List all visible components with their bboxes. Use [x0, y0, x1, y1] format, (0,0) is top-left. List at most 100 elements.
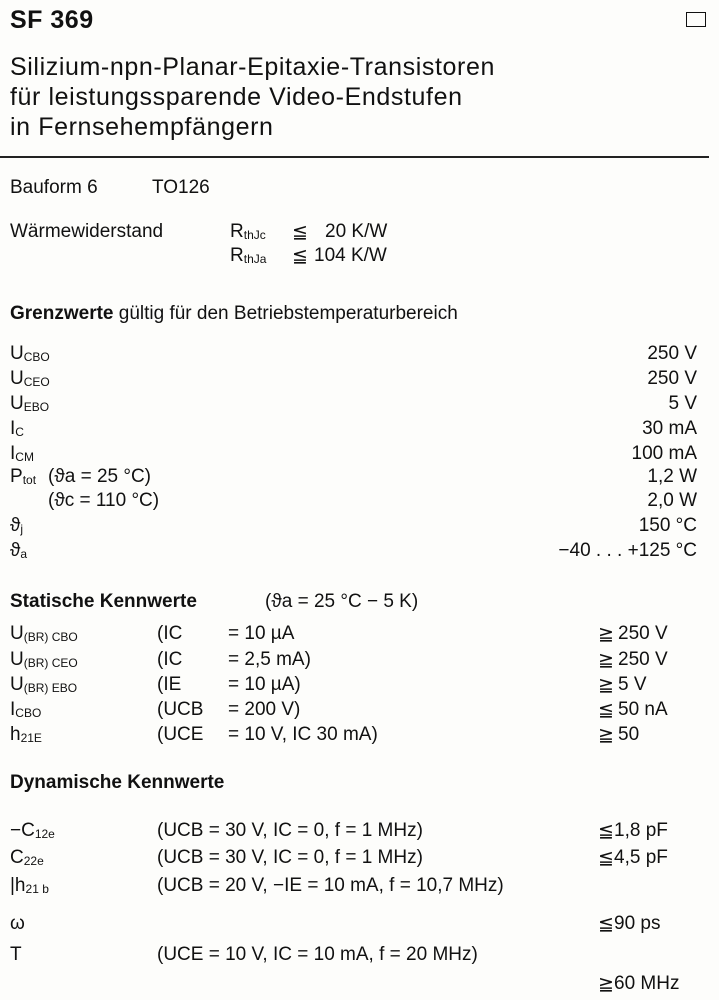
symbol-subscript: j	[20, 522, 24, 536]
value: 100 mA	[631, 443, 697, 464]
limits-row: Ptot (ϑa = 25 °C) 1,2 W	[0, 466, 719, 490]
rthja-symbol-subscript: thJa	[243, 252, 267, 266]
symbol-main: I	[10, 699, 16, 720]
value: 1,8 pF	[614, 820, 668, 841]
symbol: ϑj	[10, 515, 23, 537]
value: 50 nA	[618, 699, 668, 720]
value: 50	[618, 724, 640, 745]
dynamic-heading: Dynamische Kennwerte	[10, 772, 225, 793]
cond: (UCE = 10 V, IC = 10 mA, f = 20 MHz)	[157, 944, 478, 965]
symbol-subscript: CBO	[23, 350, 50, 364]
symbol-subscript: 21 b	[25, 882, 49, 896]
subtitle-line-1: Silizium-npn-Planar-Epitaxie-Transistore…	[10, 53, 495, 81]
value: 2,0 W	[647, 490, 697, 511]
rthjc-symbol-subscript: thJc	[243, 228, 266, 242]
subtitle-line-3: in Fernsehempfängern	[10, 113, 274, 141]
limits-row: IC 30 mA	[0, 418, 719, 442]
limits-row: UCEO 250 V	[0, 368, 719, 392]
limits-row: ICM 100 mA	[0, 443, 719, 467]
symbol-subscript: 21E	[20, 731, 42, 745]
symbol-main: U	[10, 674, 24, 695]
rel: ≦	[598, 848, 614, 869]
rel: ≧	[598, 675, 614, 696]
symbol-subscript: C	[15, 425, 24, 439]
symbol-main: ϑ	[10, 515, 21, 536]
limits-row: (ϑc = 110 °C) 2,0 W	[0, 490, 719, 514]
limits-row: ϑj 150 °C	[0, 515, 719, 539]
rel: ≦	[598, 700, 614, 721]
symbol: U(BR) CEO	[10, 649, 78, 671]
value: 250 V	[647, 343, 697, 364]
symbol-subscript: a	[20, 547, 28, 561]
rel: ≧	[598, 725, 614, 746]
rthja-value: 104 K/W	[314, 245, 387, 266]
checkbox-square-icon	[686, 12, 706, 27]
limits-row: UEBO 5 V	[0, 393, 719, 417]
symbol: −C12e	[10, 820, 55, 842]
symbol-main: |h	[10, 875, 26, 896]
dynamic-row: |h21 b (UCB = 20 V, −IE = 10 mA, f = 10,7…	[0, 875, 719, 899]
rthja-relation: ≦	[292, 246, 308, 267]
symbol-main: I	[10, 418, 16, 439]
symbol-main: U	[10, 623, 24, 644]
thermal-label: Wärmewiderstand	[10, 221, 164, 242]
symbol: h21E	[10, 724, 42, 746]
symbol-main: U	[10, 393, 24, 414]
value: 250 V	[647, 368, 697, 389]
symbol: C22e	[10, 847, 44, 869]
static-row: U(BR) CBO (IC = 10 µA ≧ 250 V	[0, 623, 719, 647]
symbol-subscript: (BR) CBO	[23, 630, 78, 644]
symbol-subscript: (BR) EBO	[23, 681, 78, 695]
value: 250 V	[618, 649, 668, 670]
static-heading: Statische Kennwerte	[10, 591, 197, 612]
limits-heading-bold: Grenzwerte	[10, 303, 114, 324]
symbol: Ptot	[10, 466, 36, 488]
value: 4,5 pF	[614, 847, 668, 868]
limits-row: ϑa −40 . . . +125 °C	[0, 540, 719, 564]
subtitle-line-2: für leistungssparende Video-Endstufen	[10, 83, 463, 111]
limits-heading-rest: gültig für den Betriebstemperaturbereich	[113, 303, 458, 324]
static-row: U(BR) EBO (IE = 10 µA) ≧ 5 V	[0, 674, 719, 698]
symbol-main: C	[10, 847, 24, 868]
symbol: ϑa	[10, 540, 27, 562]
symbol: T	[10, 944, 22, 966]
dynamic-row: T (UCE = 10 V, IC = 10 mA, f = 20 MHz)	[0, 944, 719, 968]
rthjc-symbol-main: R	[230, 221, 244, 242]
symbol: UCEO	[10, 368, 50, 390]
cond: (ϑa = 25 °C)	[48, 466, 151, 487]
symbol: ICBO	[10, 699, 41, 721]
eq: = 200 V)	[228, 699, 301, 720]
symbol: ICM	[10, 443, 34, 465]
cond: (IE	[157, 674, 182, 695]
symbol-subscript: CBO	[15, 706, 42, 720]
symbol: U(BR) EBO	[10, 674, 77, 696]
rel: ≧	[598, 974, 614, 995]
rel: ≦	[598, 821, 614, 842]
eq: = 10 V, IC 30 mA)	[228, 724, 378, 745]
rthjc-symbol: RthJc	[230, 221, 266, 243]
package-label: Bauform 6	[10, 177, 98, 198]
symbol-subscript: tot	[22, 473, 37, 487]
eq: = 10 µA	[228, 623, 295, 644]
value: 1,2 W	[647, 466, 697, 487]
static-row: U(BR) CEO (IC = 2,5 mA) ≧ 250 V	[0, 649, 719, 673]
divider	[0, 156, 709, 158]
eq: = 10 µA)	[228, 674, 301, 695]
value: 60 MHz	[614, 973, 680, 994]
cond: (ϑc = 110 °C)	[48, 490, 160, 511]
cond: (IC	[157, 649, 183, 670]
symbol: UEBO	[10, 393, 49, 415]
dynamic-row: −C12e (UCB = 30 V, IC = 0, f = 1 MHz) ≦ 1,8…	[0, 820, 719, 844]
static-row: ICBO (UCB = 200 V) ≦ 50 nA	[0, 699, 719, 723]
limits-row: UCBO 250 V	[0, 343, 719, 367]
value: 5 V	[618, 674, 647, 695]
symbol-subscript: (BR) CEO	[23, 656, 78, 670]
rel: ≧	[598, 650, 614, 671]
symbol: U(BR) CBO	[10, 623, 78, 645]
symbol-main: ϑ	[10, 540, 21, 561]
symbol-main: U	[10, 649, 24, 670]
rel: ≧	[598, 624, 614, 645]
rthjc-relation: ≦	[292, 222, 308, 243]
static-row: h21E (UCE = 10 V, IC 30 mA) ≧ 50	[0, 724, 719, 748]
symbol-subscript: 22e	[23, 854, 44, 868]
